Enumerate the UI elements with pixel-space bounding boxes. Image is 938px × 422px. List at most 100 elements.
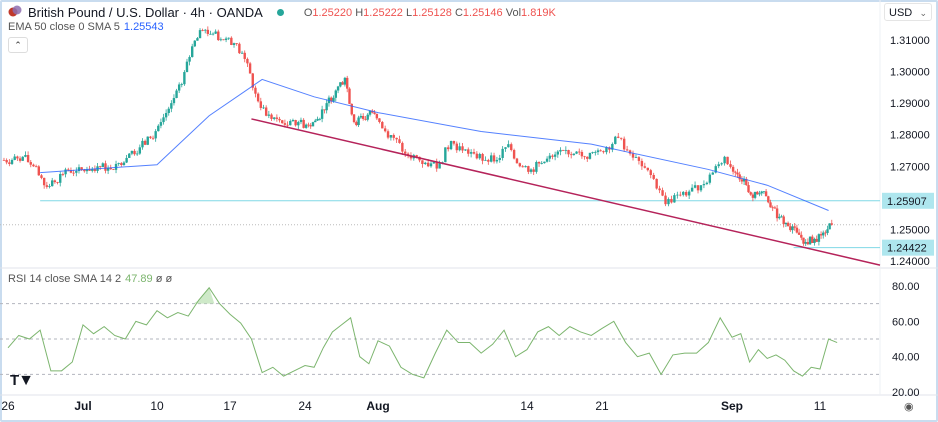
candle-body [232, 43, 236, 45]
candle-body [37, 166, 41, 176]
candle-body [18, 158, 22, 161]
candle-body [336, 86, 340, 91]
candle-body [567, 149, 570, 155]
candle-body [564, 149, 568, 151]
candle-body [545, 158, 549, 162]
candle-body [91, 169, 94, 171]
candle-body [59, 174, 62, 183]
candle-body [773, 207, 777, 209]
candle-body [415, 155, 418, 157]
candle-body [386, 131, 390, 138]
currency-label: USD [889, 7, 913, 19]
open-label: O [303, 6, 313, 19]
candle-body [217, 31, 220, 41]
candle-body [708, 174, 712, 183]
candle-body [830, 223, 833, 225]
candle-body [447, 147, 450, 150]
candle-body [594, 152, 597, 153]
candle-body [401, 142, 404, 152]
candle-body [304, 124, 308, 128]
settings-icon[interactable]: ◉ [904, 401, 914, 413]
candle-body [404, 151, 407, 154]
candle-body [435, 161, 438, 169]
candle-body [164, 113, 168, 118]
candle-body [489, 155, 493, 162]
candle-body [762, 191, 766, 193]
candle-body [350, 103, 353, 115]
candle-body [444, 147, 447, 163]
tradingview-logo[interactable]: T▼ [10, 372, 34, 389]
candle-body [128, 153, 131, 158]
candle-body [696, 185, 700, 191]
candle-body [56, 182, 59, 183]
candle-body [85, 169, 89, 172]
candle-body [569, 154, 573, 156]
candle-body [815, 238, 818, 242]
candle-body [224, 38, 228, 40]
candle-body [553, 154, 557, 157]
candle-body [813, 238, 816, 243]
currency-button[interactable]: USD ⌄ [884, 3, 932, 21]
candle-body [515, 158, 519, 164]
rsi-legend[interactable]: RSI 14 close SMA 14 2 47.89 ø ø [8, 273, 172, 285]
volume-value: 1.819K [521, 6, 556, 19]
candle-body [559, 149, 562, 152]
time-axis-tick: 17 [223, 399, 237, 413]
candle-body [817, 234, 821, 242]
candle-body [206, 29, 210, 34]
time-axis-tick: 11 [814, 399, 827, 413]
candle-body [24, 155, 27, 157]
candle-body [209, 33, 212, 35]
candle-body [670, 198, 673, 203]
chevron-up-icon[interactable]: ⌃ [8, 37, 28, 53]
candle-body [122, 162, 126, 165]
candle-body [714, 166, 717, 173]
candle-body [109, 167, 112, 170]
symbol-title[interactable]: British Pound / U.S. Dollar · 4h · OANDA [28, 5, 263, 20]
candle-body [162, 117, 165, 123]
rsi-axis-tick: 60.00 [892, 316, 920, 328]
candle-body [469, 152, 473, 154]
candle-body [455, 143, 458, 151]
candle-body [291, 119, 295, 122]
candle-body [438, 163, 441, 169]
candle-body [512, 149, 516, 159]
ema-50-line [40, 78, 829, 211]
candle-body [628, 150, 632, 154]
candle-body [561, 149, 565, 151]
descending-trendline [251, 118, 881, 266]
candle-body [622, 138, 626, 150]
candle-body [685, 191, 688, 196]
candle-body [572, 153, 576, 155]
ema-indicator-legend[interactable]: EMA 50 close 0 SMA 5 1.25543 [8, 21, 164, 33]
candle-body [780, 216, 783, 218]
candle-body [409, 155, 413, 159]
candle-body [740, 179, 744, 182]
candle-body [475, 153, 479, 159]
candle-body [687, 191, 691, 196]
candle-body [316, 118, 319, 121]
candle-body [343, 77, 347, 85]
candle-body [334, 90, 337, 98]
candle-body [227, 37, 230, 39]
candle-body [381, 122, 384, 129]
candle-body [341, 82, 344, 85]
candle-body [617, 136, 620, 138]
candle-body [800, 234, 803, 238]
candle-body [729, 164, 732, 167]
candle-body [146, 136, 149, 145]
candle-body [734, 171, 737, 173]
candle-body [50, 180, 54, 187]
candle-body [196, 38, 199, 41]
candle-body [246, 58, 249, 64]
rsi-overbought-fill [193, 287, 215, 304]
price-axis-tick: 1.27000 [890, 161, 930, 173]
candle-body [524, 166, 527, 168]
candle-body [764, 191, 768, 197]
candle-body [243, 52, 246, 59]
price-axis-tick: 1.29000 [890, 98, 930, 110]
candle-body [309, 125, 312, 127]
chart-header: British Pound / U.S. Dollar · 4h · OANDA… [8, 5, 556, 20]
